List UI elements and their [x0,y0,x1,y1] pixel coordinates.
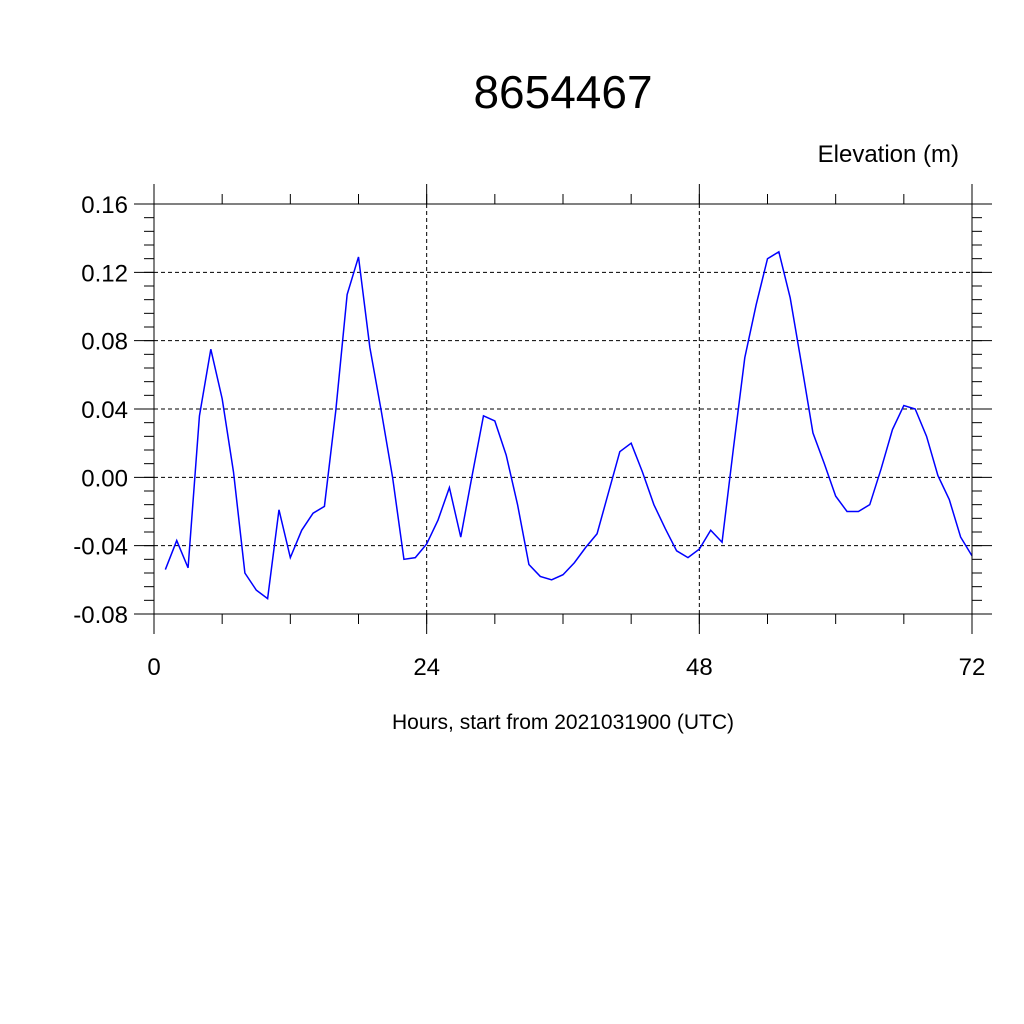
y-tick-label: 0.12 [81,260,128,287]
x-axis-label: Hours, start from 2021031900 (UTC) [392,711,734,734]
y-tick-label: -0.04 [73,534,128,561]
y-tick-label: 0.16 [81,192,128,219]
y-tick-label: -0.08 [73,602,128,629]
y-tick-label: 0.08 [81,329,128,356]
x-tick-label: 24 [413,654,440,681]
y-tick-label: 0.00 [81,465,128,492]
plot-frame [153,203,973,615]
x-tick-label: 0 [147,654,160,681]
chart-title: 8654467 [473,66,652,118]
tick-labels: -0.08 -0.04 0.00 0.04 0.08 0.12 0.16 0 24 48 72 [73,192,985,681]
y-tick-label: 0.04 [81,397,128,424]
axis-ticks [134,184,992,634]
series-layer [164,250,973,601]
y-axis-label: Elevation (m) [818,141,959,168]
series-line [164,250,973,601]
x-tick-label: 72 [959,654,986,681]
x-tick-label: 48 [686,654,713,681]
